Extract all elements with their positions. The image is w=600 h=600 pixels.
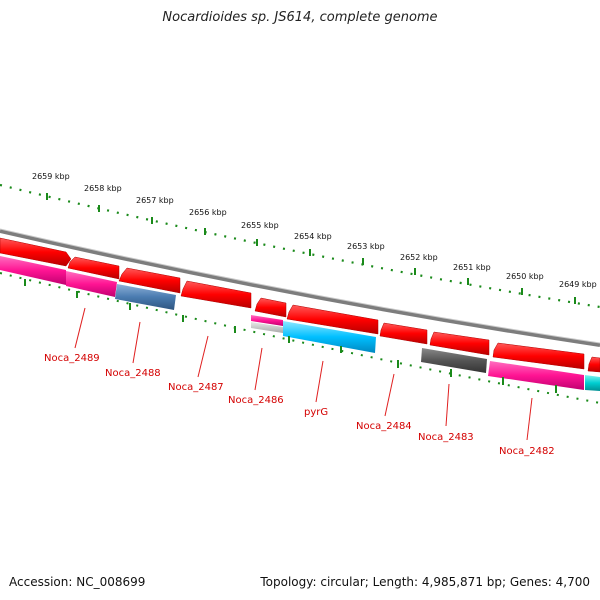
scale-label-2655: 2655 kbp <box>241 221 279 230</box>
gene-block <box>585 375 600 391</box>
forward-strand-genes <box>0 237 600 373</box>
gene-arrow <box>286 304 379 335</box>
gene-label-noca-2482: Noca_2482 <box>499 446 555 457</box>
gene-label-noca-2487: Noca_2487 <box>168 382 224 393</box>
gene-block <box>421 348 487 373</box>
scale-label-2651: 2651 kbp <box>453 263 491 272</box>
scale-label-2653: 2653 kbp <box>347 242 385 251</box>
reverse-strand-genes <box>0 256 600 391</box>
genome-backbone-highlight <box>0 228 600 344</box>
gene-arrow <box>118 267 181 294</box>
gene-label-noca-2488: Noca_2488 <box>105 368 161 379</box>
gene-arrow <box>492 342 585 370</box>
genome-backbone <box>0 229 600 347</box>
gene-arrow <box>429 331 490 356</box>
map-title: Nocardioides sp. JS614, complete genome <box>162 10 438 25</box>
inner-major-ticks <box>24 279 557 393</box>
gene-block <box>66 271 117 297</box>
gene-arrow <box>67 256 120 280</box>
scale-label-2656: 2656 kbp <box>189 208 227 217</box>
gene-block <box>0 256 66 285</box>
gene-arrow <box>180 280 252 309</box>
scale-label-2649: 2649 kbp <box>559 280 597 289</box>
gene-block <box>283 321 376 353</box>
gene-arrow <box>379 322 428 345</box>
gene-block <box>488 361 584 390</box>
gene-arrow <box>0 237 72 267</box>
scale-label-2659: 2659 kbp <box>32 172 70 181</box>
gene-block <box>115 284 176 310</box>
gene-label-noca-2483: Noca_2483 <box>418 432 474 443</box>
gene-leader-lines <box>74 307 533 441</box>
gene-label-noca-2484: Noca_2484 <box>356 421 412 432</box>
gene-arrow <box>254 297 287 318</box>
gene-block <box>251 322 283 333</box>
scale-label-2652: 2652 kbp <box>400 253 438 262</box>
scale-label-2658: 2658 kbp <box>84 184 122 193</box>
gene-label-noca-2489: Noca_2489 <box>44 353 100 364</box>
scale-label-2654: 2654 kbp <box>294 232 332 241</box>
scale-label-2657: 2657 kbp <box>136 196 174 205</box>
genome-summary-text: Topology: circular; Length: 4,985,871 bp… <box>260 575 590 589</box>
gene-label-pyrg: pyrG <box>304 407 328 418</box>
gene-arrow <box>587 356 600 373</box>
accession-text: Accession: NC_008699 <box>9 575 146 589</box>
scale-label-2650: 2650 kbp <box>506 272 544 281</box>
scale-major-ticks <box>46 193 576 304</box>
gene-label-noca-2486: Noca_2486 <box>228 395 284 406</box>
gene-block <box>251 315 283 326</box>
